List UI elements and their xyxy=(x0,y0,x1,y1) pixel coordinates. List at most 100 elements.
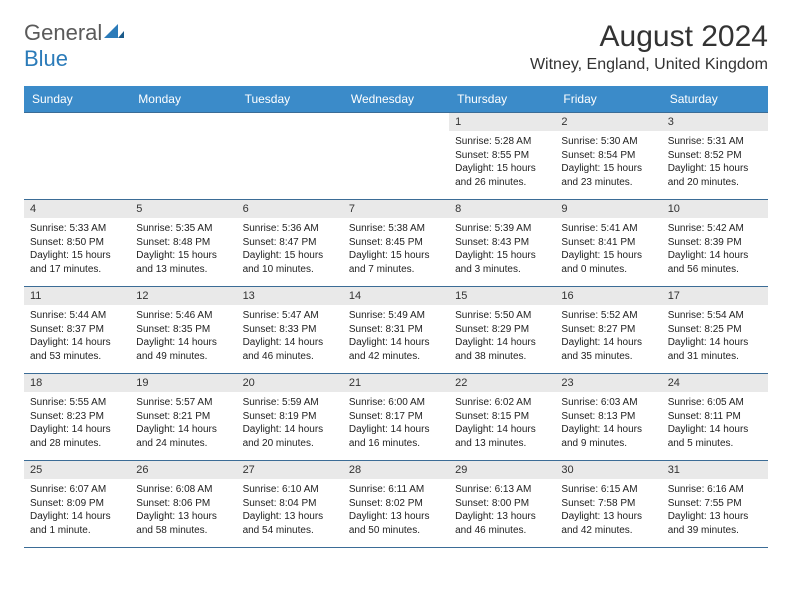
sunset-text: Sunset: 8:54 PM xyxy=(561,149,655,163)
cell-body: Sunrise: 5:49 AMSunset: 8:31 PMDaylight:… xyxy=(343,305,449,369)
cell-body: Sunrise: 5:35 AMSunset: 8:48 PMDaylight:… xyxy=(130,218,236,282)
sunset-text: Sunset: 8:11 PM xyxy=(668,410,762,424)
dayname-saturday: Saturday xyxy=(662,86,768,112)
calendar-cell: 24Sunrise: 6:05 AMSunset: 8:11 PMDayligh… xyxy=(662,374,768,460)
daylight-text: Daylight: 14 hours and 1 minute. xyxy=(30,510,124,537)
sunset-text: Sunset: 8:33 PM xyxy=(243,323,337,337)
calendar-row: 4Sunrise: 5:33 AMSunset: 8:50 PMDaylight… xyxy=(24,199,768,286)
day-number: 22 xyxy=(449,374,555,392)
calendar-cell: 29Sunrise: 6:13 AMSunset: 8:00 PMDayligh… xyxy=(449,461,555,547)
calendar-cell: 8Sunrise: 5:39 AMSunset: 8:43 PMDaylight… xyxy=(449,200,555,286)
calendar-cell xyxy=(237,113,343,199)
calendar-cell: 27Sunrise: 6:10 AMSunset: 8:04 PMDayligh… xyxy=(237,461,343,547)
cell-body: Sunrise: 6:03 AMSunset: 8:13 PMDaylight:… xyxy=(555,392,661,456)
calendar-cell: 18Sunrise: 5:55 AMSunset: 8:23 PMDayligh… xyxy=(24,374,130,460)
sunset-text: Sunset: 8:50 PM xyxy=(30,236,124,250)
day-number: 21 xyxy=(343,374,449,392)
calendar-cell: 21Sunrise: 6:00 AMSunset: 8:17 PMDayligh… xyxy=(343,374,449,460)
calendar-cell: 25Sunrise: 6:07 AMSunset: 8:09 PMDayligh… xyxy=(24,461,130,547)
daylight-text: Daylight: 15 hours and 20 minutes. xyxy=(668,162,762,189)
sunset-text: Sunset: 8:37 PM xyxy=(30,323,124,337)
sunrise-text: Sunrise: 5:44 AM xyxy=(30,309,124,323)
cell-body: Sunrise: 5:30 AMSunset: 8:54 PMDaylight:… xyxy=(555,131,661,195)
dayname-wednesday: Wednesday xyxy=(343,86,449,112)
calendar-body: 1Sunrise: 5:28 AMSunset: 8:55 PMDaylight… xyxy=(24,112,768,548)
day-number: 23 xyxy=(555,374,661,392)
cell-body: Sunrise: 5:28 AMSunset: 8:55 PMDaylight:… xyxy=(449,131,555,195)
day-number: 18 xyxy=(24,374,130,392)
sunrise-text: Sunrise: 5:46 AM xyxy=(136,309,230,323)
sunrise-text: Sunrise: 6:10 AM xyxy=(243,483,337,497)
sunset-text: Sunset: 8:55 PM xyxy=(455,149,549,163)
day-number: 11 xyxy=(24,287,130,305)
sunset-text: Sunset: 8:52 PM xyxy=(668,149,762,163)
calendar: Sunday Monday Tuesday Wednesday Thursday… xyxy=(24,86,768,548)
cell-body: Sunrise: 6:15 AMSunset: 7:58 PMDaylight:… xyxy=(555,479,661,543)
month-title: August 2024 xyxy=(530,20,768,54)
cell-body: Sunrise: 5:55 AMSunset: 8:23 PMDaylight:… xyxy=(24,392,130,456)
sunset-text: Sunset: 8:29 PM xyxy=(455,323,549,337)
calendar-cell: 31Sunrise: 6:16 AMSunset: 7:55 PMDayligh… xyxy=(662,461,768,547)
calendar-cell: 7Sunrise: 5:38 AMSunset: 8:45 PMDaylight… xyxy=(343,200,449,286)
day-number: 3 xyxy=(662,113,768,131)
calendar-cell: 5Sunrise: 5:35 AMSunset: 8:48 PMDaylight… xyxy=(130,200,236,286)
logo: General xyxy=(24,20,124,46)
sunrise-text: Sunrise: 5:30 AM xyxy=(561,135,655,149)
day-number: 17 xyxy=(662,287,768,305)
cell-body: Sunrise: 6:02 AMSunset: 8:15 PMDaylight:… xyxy=(449,392,555,456)
daylight-text: Daylight: 14 hours and 5 minutes. xyxy=(668,423,762,450)
sunrise-text: Sunrise: 5:54 AM xyxy=(668,309,762,323)
cell-body: Sunrise: 5:42 AMSunset: 8:39 PMDaylight:… xyxy=(662,218,768,282)
location: Witney, England, United Kingdom xyxy=(530,56,768,74)
sunset-text: Sunset: 8:13 PM xyxy=(561,410,655,424)
sunrise-text: Sunrise: 6:16 AM xyxy=(668,483,762,497)
cell-body: Sunrise: 5:31 AMSunset: 8:52 PMDaylight:… xyxy=(662,131,768,195)
cell-body: Sunrise: 6:11 AMSunset: 8:02 PMDaylight:… xyxy=(343,479,449,543)
cell-body: Sunrise: 6:10 AMSunset: 8:04 PMDaylight:… xyxy=(237,479,343,543)
sunrise-text: Sunrise: 5:50 AM xyxy=(455,309,549,323)
calendar-cell: 3Sunrise: 5:31 AMSunset: 8:52 PMDaylight… xyxy=(662,113,768,199)
cell-body: Sunrise: 5:52 AMSunset: 8:27 PMDaylight:… xyxy=(555,305,661,369)
sunrise-text: Sunrise: 5:39 AM xyxy=(455,222,549,236)
day-number: 31 xyxy=(662,461,768,479)
sunset-text: Sunset: 8:17 PM xyxy=(349,410,443,424)
sunset-text: Sunset: 8:31 PM xyxy=(349,323,443,337)
cell-body xyxy=(24,119,130,129)
daylight-text: Daylight: 14 hours and 49 minutes. xyxy=(136,336,230,363)
cell-body: Sunrise: 5:50 AMSunset: 8:29 PMDaylight:… xyxy=(449,305,555,369)
logo-triangle-icon xyxy=(104,24,124,38)
daylight-text: Daylight: 14 hours and 46 minutes. xyxy=(243,336,337,363)
daylight-text: Daylight: 15 hours and 7 minutes. xyxy=(349,249,443,276)
sunset-text: Sunset: 7:58 PM xyxy=(561,497,655,511)
calendar-cell xyxy=(24,113,130,199)
sunrise-text: Sunrise: 6:02 AM xyxy=(455,396,549,410)
sunrise-text: Sunrise: 5:57 AM xyxy=(136,396,230,410)
calendar-cell: 22Sunrise: 6:02 AMSunset: 8:15 PMDayligh… xyxy=(449,374,555,460)
sunset-text: Sunset: 8:00 PM xyxy=(455,497,549,511)
sunset-text: Sunset: 8:47 PM xyxy=(243,236,337,250)
daylight-text: Daylight: 14 hours and 20 minutes. xyxy=(243,423,337,450)
calendar-row: 18Sunrise: 5:55 AMSunset: 8:23 PMDayligh… xyxy=(24,373,768,460)
sunrise-text: Sunrise: 5:55 AM xyxy=(30,396,124,410)
sunset-text: Sunset: 8:19 PM xyxy=(243,410,337,424)
sunrise-text: Sunrise: 5:41 AM xyxy=(561,222,655,236)
sunset-text: Sunset: 8:39 PM xyxy=(668,236,762,250)
daylight-text: Daylight: 14 hours and 24 minutes. xyxy=(136,423,230,450)
calendar-cell: 16Sunrise: 5:52 AMSunset: 8:27 PMDayligh… xyxy=(555,287,661,373)
calendar-cell: 10Sunrise: 5:42 AMSunset: 8:39 PMDayligh… xyxy=(662,200,768,286)
header: General August 2024 Witney, England, Uni… xyxy=(24,20,768,74)
cell-body xyxy=(130,119,236,129)
sunrise-text: Sunrise: 5:36 AM xyxy=(243,222,337,236)
day-number: 26 xyxy=(130,461,236,479)
sunset-text: Sunset: 8:35 PM xyxy=(136,323,230,337)
cell-body: Sunrise: 6:00 AMSunset: 8:17 PMDaylight:… xyxy=(343,392,449,456)
calendar-row: 25Sunrise: 6:07 AMSunset: 8:09 PMDayligh… xyxy=(24,460,768,548)
daylight-text: Daylight: 13 hours and 42 minutes. xyxy=(561,510,655,537)
day-number: 27 xyxy=(237,461,343,479)
calendar-cell: 28Sunrise: 6:11 AMSunset: 8:02 PMDayligh… xyxy=(343,461,449,547)
cell-body: Sunrise: 5:59 AMSunset: 8:19 PMDaylight:… xyxy=(237,392,343,456)
sunset-text: Sunset: 8:23 PM xyxy=(30,410,124,424)
sunrise-text: Sunrise: 5:38 AM xyxy=(349,222,443,236)
daylight-text: Daylight: 14 hours and 38 minutes. xyxy=(455,336,549,363)
calendar-cell: 20Sunrise: 5:59 AMSunset: 8:19 PMDayligh… xyxy=(237,374,343,460)
